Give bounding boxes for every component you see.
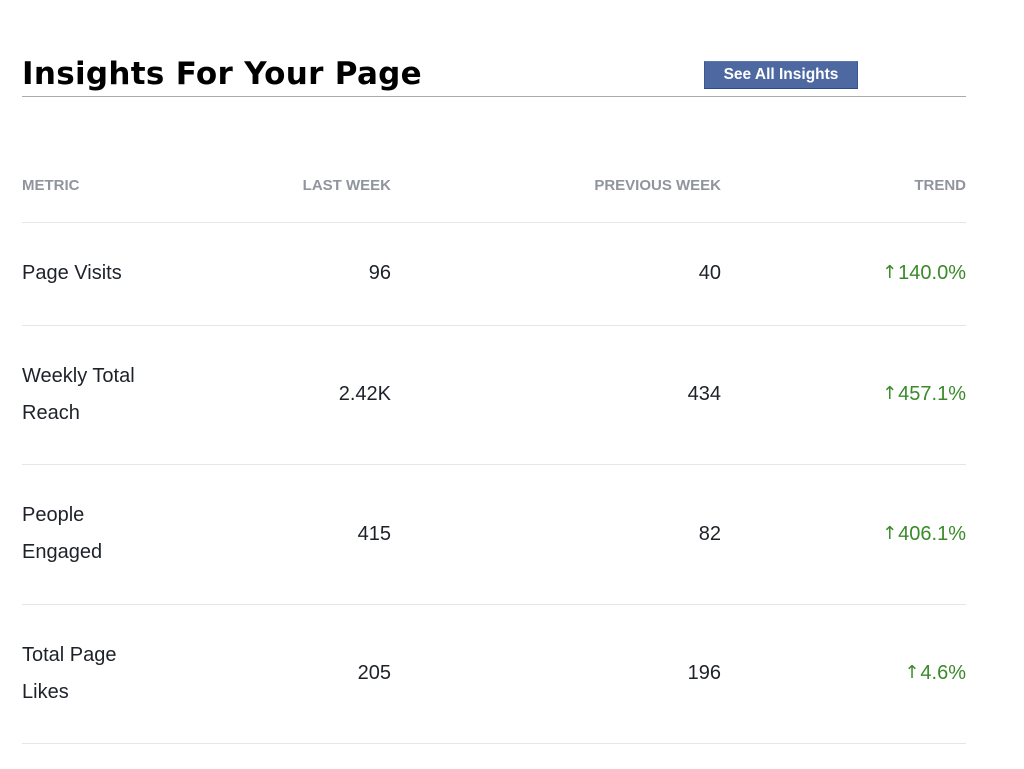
- table-row: Weekly Total Reach 2.42K 434 ↑457.1%: [22, 325, 966, 465]
- column-header-last-week: LAST WEEK: [192, 150, 391, 223]
- insights-table: METRIC LAST WEEK PREVIOUS WEEK TREND Pag…: [22, 150, 966, 744]
- arrow-up-icon: ↑: [882, 522, 898, 544]
- metric-name: Page Visits: [22, 262, 122, 284]
- arrow-up-icon: ↑: [882, 383, 898, 404]
- see-all-insights-button[interactable]: See All Insights: [704, 61, 858, 89]
- previous-week-value: 434: [391, 325, 721, 465]
- table-row: People Engaged 415 82 ↑406.1%: [22, 464, 966, 605]
- column-header-metric: METRIC: [22, 150, 192, 223]
- trend-percent: 457.1%: [898, 383, 966, 405]
- arrow-up-icon: ↑: [904, 662, 920, 683]
- previous-week-value: 196: [391, 604, 721, 744]
- previous-week-value: 40: [391, 222, 721, 326]
- column-header-previous-week: PREVIOUS WEEK: [391, 150, 721, 223]
- trend-value: ↑4.6%: [904, 662, 966, 684]
- trend-value: ↑406.1%: [882, 523, 966, 545]
- metric-name: People Engaged: [22, 504, 103, 563]
- metric-name: Weekly Total Reach: [22, 364, 135, 424]
- last-week-value: 205: [192, 604, 391, 744]
- last-week-value: 2.42K: [192, 325, 391, 465]
- trend-value: ↑457.1%: [882, 383, 966, 405]
- metric-name: Total Page Likes: [22, 643, 117, 703]
- trend-percent: 4.6%: [920, 662, 966, 684]
- last-week-value: 96: [192, 222, 391, 326]
- trend-percent: 406.1%: [898, 522, 966, 545]
- page-title: Insights For Your Page: [22, 56, 422, 92]
- last-week-value: 415: [192, 464, 391, 605]
- trend-value: ↑140.0%: [882, 262, 966, 284]
- table-header-row: METRIC LAST WEEK PREVIOUS WEEK TREND: [22, 150, 966, 223]
- table-row: Total Page Likes 205 196 ↑4.6%: [22, 604, 966, 744]
- insights-header: Insights For Your Page See All Insights: [22, 0, 966, 97]
- previous-week-value: 82: [391, 464, 721, 605]
- arrow-up-icon: ↑: [882, 262, 898, 283]
- column-header-trend: TREND: [721, 150, 966, 223]
- table-row: Page Visits 96 40 ↑140.0%: [22, 222, 966, 326]
- insights-panel: Insights For Your Page See All Insights …: [22, 0, 966, 744]
- trend-percent: 140.0%: [898, 262, 966, 284]
